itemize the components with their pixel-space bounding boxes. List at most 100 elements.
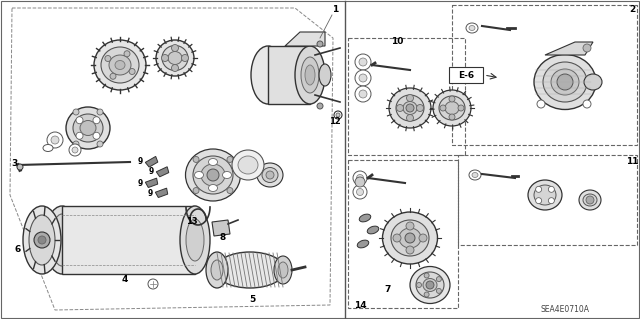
Ellipse shape: [359, 90, 367, 98]
Ellipse shape: [251, 46, 285, 104]
Polygon shape: [145, 156, 158, 167]
Ellipse shape: [469, 170, 481, 180]
Text: 10: 10: [391, 38, 403, 47]
Circle shape: [182, 55, 189, 62]
Text: SEA4E0710A: SEA4E0710A: [541, 306, 589, 315]
Ellipse shape: [359, 74, 367, 82]
Circle shape: [536, 186, 541, 192]
Text: 2: 2: [629, 5, 635, 14]
Ellipse shape: [353, 171, 367, 185]
Circle shape: [193, 156, 199, 162]
Text: 9: 9: [147, 189, 152, 197]
Circle shape: [548, 198, 554, 204]
Ellipse shape: [232, 150, 264, 180]
Circle shape: [355, 177, 365, 187]
Ellipse shape: [357, 240, 369, 248]
Ellipse shape: [383, 212, 438, 264]
Ellipse shape: [403, 101, 417, 115]
Text: 1: 1: [332, 5, 338, 14]
Ellipse shape: [472, 173, 478, 177]
Circle shape: [207, 169, 219, 181]
Circle shape: [583, 100, 591, 108]
Ellipse shape: [543, 62, 587, 102]
Ellipse shape: [195, 172, 204, 179]
Ellipse shape: [23, 206, 61, 274]
Text: E-6: E-6: [458, 70, 474, 79]
Circle shape: [406, 222, 414, 230]
Circle shape: [34, 232, 50, 248]
Ellipse shape: [359, 58, 367, 66]
Ellipse shape: [29, 215, 55, 265]
Circle shape: [193, 188, 199, 194]
Text: 3: 3: [11, 159, 17, 167]
Ellipse shape: [73, 114, 103, 142]
Ellipse shape: [356, 189, 364, 196]
Ellipse shape: [305, 65, 315, 85]
Circle shape: [76, 132, 83, 139]
Ellipse shape: [367, 226, 379, 234]
Circle shape: [586, 196, 594, 204]
Ellipse shape: [193, 156, 233, 194]
Circle shape: [93, 132, 100, 139]
Text: 9: 9: [138, 158, 143, 167]
Circle shape: [449, 114, 455, 120]
Ellipse shape: [445, 101, 459, 115]
Circle shape: [73, 109, 79, 115]
Circle shape: [76, 117, 83, 124]
Circle shape: [557, 74, 573, 90]
Text: 9: 9: [138, 179, 143, 188]
Circle shape: [148, 279, 158, 289]
Polygon shape: [62, 206, 195, 274]
Text: 8: 8: [220, 234, 226, 242]
Ellipse shape: [43, 145, 53, 152]
Ellipse shape: [186, 219, 204, 261]
Text: 5: 5: [249, 295, 255, 305]
Ellipse shape: [51, 136, 59, 144]
Ellipse shape: [168, 51, 182, 64]
Ellipse shape: [215, 252, 285, 288]
Circle shape: [417, 283, 422, 287]
Circle shape: [397, 105, 403, 112]
Circle shape: [105, 56, 111, 62]
Ellipse shape: [47, 132, 63, 148]
Ellipse shape: [201, 164, 225, 186]
Ellipse shape: [262, 167, 278, 182]
Text: 11: 11: [626, 158, 638, 167]
Ellipse shape: [410, 266, 450, 303]
Text: 7: 7: [385, 286, 391, 294]
Circle shape: [583, 44, 591, 52]
Circle shape: [406, 94, 413, 101]
Circle shape: [406, 104, 414, 112]
Ellipse shape: [94, 40, 146, 90]
Ellipse shape: [355, 54, 371, 70]
Ellipse shape: [206, 252, 228, 288]
Ellipse shape: [423, 278, 437, 292]
Ellipse shape: [274, 256, 292, 284]
Ellipse shape: [257, 163, 283, 187]
FancyBboxPatch shape: [449, 67, 483, 83]
Circle shape: [110, 73, 116, 79]
Ellipse shape: [399, 228, 421, 248]
Text: 12: 12: [329, 117, 341, 127]
Circle shape: [536, 198, 541, 204]
Circle shape: [537, 100, 545, 108]
Ellipse shape: [101, 47, 139, 83]
Ellipse shape: [469, 26, 475, 31]
Circle shape: [227, 156, 233, 162]
Circle shape: [317, 103, 323, 109]
Circle shape: [419, 234, 427, 242]
Circle shape: [458, 105, 464, 111]
Circle shape: [17, 164, 23, 170]
Ellipse shape: [211, 260, 223, 280]
Circle shape: [417, 105, 424, 112]
Circle shape: [97, 109, 103, 115]
Circle shape: [424, 273, 429, 278]
Circle shape: [124, 51, 130, 57]
Circle shape: [424, 292, 429, 297]
Circle shape: [172, 44, 179, 51]
Circle shape: [436, 277, 442, 282]
Circle shape: [129, 69, 135, 75]
Circle shape: [548, 186, 554, 192]
Polygon shape: [545, 42, 593, 55]
Polygon shape: [268, 46, 310, 104]
